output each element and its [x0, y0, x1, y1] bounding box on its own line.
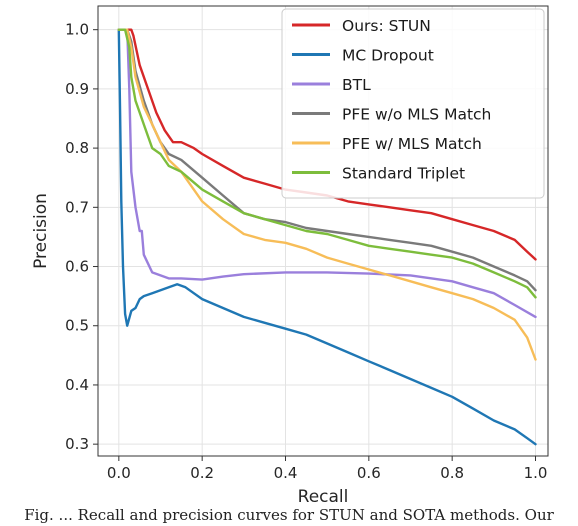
- legend-label: BTL: [342, 76, 371, 94]
- legend-label: PFE w/ MLS Match: [342, 135, 482, 153]
- plot-frame: [97, 5, 549, 457]
- series-line-0: [117, 28, 537, 261]
- x-tick-label: 0.2: [190, 464, 214, 482]
- figure-caption: Fig. ... Recall and precision curves for…: [24, 506, 554, 524]
- series-line-2: [117, 28, 537, 319]
- x-tick-label: 0.0: [107, 464, 131, 482]
- y-tick-label: 0.3: [65, 435, 89, 453]
- series-layer: [117, 28, 537, 446]
- series-line-4: [117, 28, 537, 361]
- x-tick-label: 0.4: [274, 464, 298, 482]
- x-axis-label: Recall: [298, 487, 349, 506]
- x-tick-label: 1.0: [524, 464, 548, 482]
- y-tick-label: 0.9: [65, 80, 89, 98]
- y-axis-label: Precision: [31, 193, 51, 269]
- y-tick-label: 0.6: [65, 258, 89, 276]
- y-tick-label: 0.7: [65, 198, 89, 216]
- legend-label: MC Dropout: [342, 47, 434, 65]
- y-tick-label: 0.8: [65, 139, 89, 157]
- legend-label: PFE w/o MLS Match: [342, 106, 491, 124]
- precision-recall-chart: 0.0 0.2 0.4 0.6 0.8 1.0 0.3 0.4 0.5 0.6 0.7 0.8 0.9…: [31, 5, 549, 506]
- legend: Ours: STUN MC Dropout BTL PFE w/o MLS Match…: [281, 8, 545, 199]
- x-tick-label: 0.6: [357, 464, 381, 482]
- series-line-5: [117, 28, 537, 299]
- y-axis-ticks: 0.3 0.4 0.5 0.6 0.7 0.8 0.9 1.0: [65, 21, 98, 453]
- y-tick-label: 1.0: [65, 21, 89, 39]
- legend-label: Ours: STUN: [342, 17, 431, 35]
- y-tick-label: 0.4: [65, 376, 89, 394]
- series-line-1: [117, 28, 537, 446]
- y-tick-label: 0.5: [65, 317, 89, 335]
- x-axis-ticks: 0.0 0.2 0.4 0.6 0.8 1.0: [107, 456, 548, 482]
- legend-box: [281, 8, 545, 199]
- x-tick-label: 0.8: [440, 464, 464, 482]
- series-line-3: [117, 28, 537, 292]
- legend-label: Standard Triplet: [342, 165, 465, 183]
